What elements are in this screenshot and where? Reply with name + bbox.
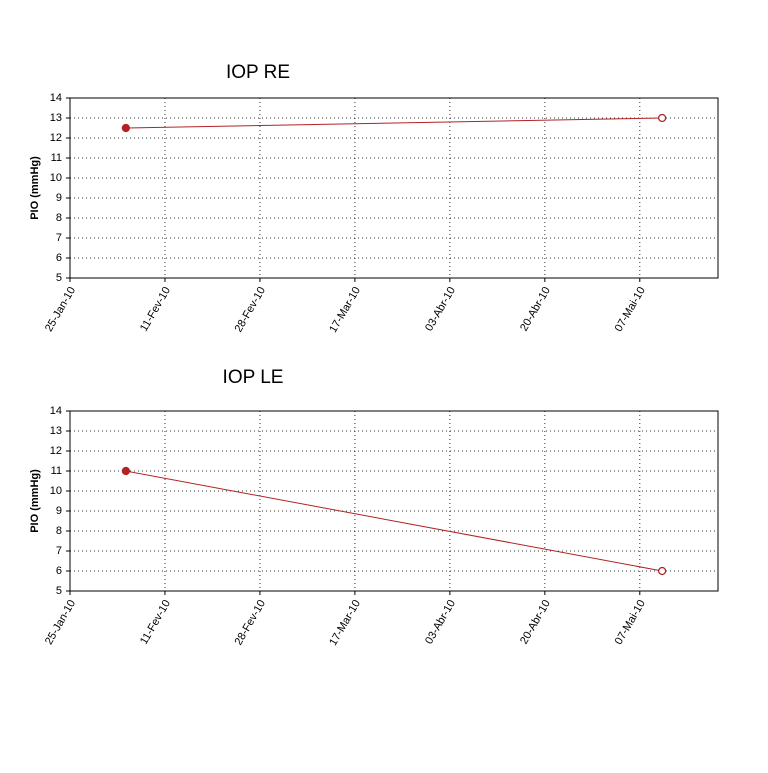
- x-tick-label: 03-Abr-10: [423, 598, 458, 646]
- chart-title: IOP LE: [223, 367, 284, 388]
- data-point: [657, 566, 667, 576]
- y-tick-label: 13: [50, 425, 62, 437]
- y-tick-label: 5: [56, 585, 62, 597]
- y-tick-label: 12: [50, 445, 62, 457]
- data-point: [121, 466, 131, 476]
- y-axis-label: PIO (mmHg): [29, 469, 41, 533]
- data-point: [121, 123, 131, 133]
- x-tick-label: 25-Jan-10: [43, 285, 78, 334]
- plot-frame: [69, 410, 719, 592]
- y-tick-label: 7: [56, 545, 62, 557]
- y-tick-label: 9: [56, 505, 62, 517]
- chart-title: IOP RE: [226, 62, 290, 83]
- y-tick-label: 11: [51, 465, 62, 477]
- x-tick-label: 11-Fev-10: [138, 598, 173, 647]
- x-tick-label: 20-Abr-10: [518, 598, 553, 646]
- data-point: [657, 113, 667, 123]
- x-tick-label: 07-Mai-10: [613, 285, 648, 334]
- y-tick-label: 13: [50, 112, 62, 124]
- chart: IOP LE PIO (mmHg) 5 6 7 8 9 10 11 12 13 14 25-Jan-10…: [29, 367, 719, 648]
- y-tick-label: 6: [56, 565, 62, 577]
- x-tick-label: 28-Fev-10: [233, 598, 268, 647]
- y-tick-label: 9: [56, 192, 62, 204]
- x-tick-label: 17-Mar-10: [327, 598, 363, 648]
- x-tick-label: 28-Fev-10: [233, 285, 268, 334]
- x-tick-label: 17-Mar-10: [327, 285, 363, 335]
- y-tick-label: 5: [56, 272, 62, 284]
- y-tick-label: 8: [56, 525, 62, 537]
- y-tick-label: 7: [56, 232, 62, 244]
- y-axis-label: PIO (mmHg): [29, 156, 41, 220]
- x-tick-label: 11-Fev-10: [138, 285, 173, 334]
- series-line: [125, 117, 663, 129]
- x-tick-label: 20-Abr-10: [518, 285, 553, 333]
- y-tick-label: 14: [50, 405, 62, 417]
- x-tick-label: 03-Abr-10: [423, 285, 458, 333]
- y-tick-label: 10: [50, 485, 62, 497]
- x-tick-label: 07-Mai-10: [613, 598, 648, 647]
- y-tick-label: 12: [50, 132, 62, 144]
- y-tick-label: 10: [50, 172, 62, 184]
- x-tick-label: 25-Jan-10: [43, 598, 78, 647]
- y-tick-label: 11: [51, 152, 62, 164]
- y-tick-label: 14: [50, 92, 62, 104]
- chart: IOP RE PIO (mmHg) 5 6 7 8 9 10 11 12 13 14 25-Jan-10…: [29, 62, 719, 335]
- y-tick-label: 8: [56, 212, 62, 224]
- plot-frame: [69, 97, 719, 279]
- series-line: [125, 470, 663, 572]
- y-tick-label: 6: [56, 252, 62, 264]
